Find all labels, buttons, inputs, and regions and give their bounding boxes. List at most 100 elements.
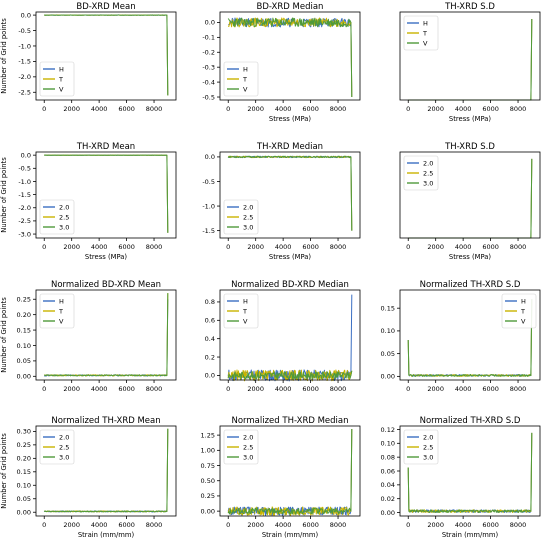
x-tick-label: 8000 <box>146 243 163 251</box>
legend-box <box>223 199 259 235</box>
y-tick-label: 0.12 <box>381 426 395 434</box>
y-tick-label: -1.0 <box>202 202 215 210</box>
subplot: Normalized BD-XRD Mean 0 2000 4000 6000 8000 0… <box>0 280 177 393</box>
legend-label: 2.0 <box>59 433 69 441</box>
y-tick-label: 0.25 <box>17 296 31 304</box>
legend-label: V <box>423 39 428 47</box>
x-tick-label: 0 <box>42 243 46 251</box>
legend-box <box>223 293 259 329</box>
x-tick-label: 8000 <box>510 105 527 113</box>
x-axis-label: Stress (MPa) <box>269 115 312 123</box>
subplot: TH-XRD Mean 0 2000 4000 6000 8000 0.0 -0.5 -1.0 -… <box>0 142 177 261</box>
legend: HTV <box>223 293 259 329</box>
legend-label: V <box>59 85 64 93</box>
legend-label: T <box>520 307 525 315</box>
x-tick-label: 0 <box>226 105 230 113</box>
y-tick-label: 0.20 <box>17 455 31 463</box>
series-line-3.0 <box>44 154 169 233</box>
legend-box <box>39 429 75 465</box>
legend-label: T <box>58 75 63 83</box>
x-tick-label: 8000 <box>330 243 347 251</box>
x-tick-label: 8000 <box>146 521 163 529</box>
x-tick-label: 2000 <box>63 105 80 113</box>
plot-frame <box>35 425 177 517</box>
y-tick-label: 0.06 <box>381 467 395 475</box>
legend-label: 3.0 <box>423 453 433 461</box>
y-tick-label: 1.25 <box>201 431 215 439</box>
x-tick-label: 0 <box>42 385 46 393</box>
plot-frame <box>219 151 361 239</box>
y-tick-label: 0.2 <box>205 353 215 361</box>
y-tick-label: 0.02 <box>381 495 395 503</box>
y-tick-label: 0.05 <box>17 357 31 365</box>
x-tick-label: 6000 <box>482 521 499 529</box>
chart-title: TH-XRD Mean <box>76 142 135 152</box>
y-tick-label: 0.15 <box>17 326 31 334</box>
series-line-V <box>44 293 169 377</box>
y-tick-label: 0.4 <box>205 335 215 343</box>
y-tick-label: 0.0 <box>205 153 215 161</box>
legend-label: H <box>521 297 526 305</box>
x-tick-label: 0 <box>42 105 46 113</box>
legend: 2.0 2.5 3.0 <box>39 429 75 465</box>
y-tick-label: 0.04 <box>381 481 395 489</box>
x-tick-label: 4000 <box>455 521 472 529</box>
legend-box <box>39 293 75 329</box>
legend: HTV <box>39 293 75 329</box>
y-tick-label: 0.10 <box>17 342 31 350</box>
legend-label: 2.0 <box>423 433 433 441</box>
legend-label: V <box>243 85 248 93</box>
plot-frame <box>399 11 541 101</box>
x-tick-label: 4000 <box>91 385 108 393</box>
y-tick-label: 0.20 <box>17 311 31 319</box>
legend-label: 2.5 <box>59 213 69 221</box>
legend: HTV <box>223 61 259 97</box>
subplot: Normalized BD-XRD Median 0 2000 4000 6000 800… <box>205 280 361 393</box>
plot-frame <box>35 289 177 381</box>
subplot: Normalized TH-XRD S.D 0 2000 4000 6000 8000 0.… <box>381 280 541 393</box>
x-axis-label: Stress (MPa) <box>449 253 492 261</box>
legend-label: 3.0 <box>59 223 69 231</box>
y-tick-label: 0.05 <box>381 350 395 358</box>
x-tick-label: 0 <box>406 105 410 113</box>
y-tick-label: -0.1 <box>202 34 215 42</box>
x-tick-label: 4000 <box>455 385 472 393</box>
x-tick-label: 8000 <box>146 385 163 393</box>
chart-title: BD-XRD Mean <box>76 2 135 12</box>
x-tick-label: 8000 <box>510 385 527 393</box>
x-tick-label: 4000 <box>91 521 108 529</box>
x-tick-label: 2000 <box>427 521 444 529</box>
legend-box <box>39 199 75 235</box>
y-tick-label: 0.00 <box>17 373 31 381</box>
chart-title: Normalized TH-XRD Mean <box>51 416 160 426</box>
x-tick-label: 8000 <box>510 521 527 529</box>
x-tick-label: 4000 <box>455 243 472 251</box>
x-tick-label: 8000 <box>146 105 163 113</box>
x-tick-label: 2000 <box>63 385 80 393</box>
legend-label: 2.5 <box>59 443 69 451</box>
legend-label: H <box>59 65 64 73</box>
x-axis-label: Stress (MPa) <box>449 115 492 123</box>
plot-frame <box>219 11 361 101</box>
subplot: BD-XRD Median 0 2000 4000 6000 8000 0.0 -0.1 -0.… <box>202 2 361 123</box>
y-tick-label: 0.0 <box>21 151 31 159</box>
subplot: TH-XRD S.D 0 2000 4000 6000 8000 Stress (MPa) 2… <box>399 142 541 261</box>
y-tick-label: 0.00 <box>381 509 395 517</box>
chart-title: Normalized BD-XRD Median <box>231 280 349 290</box>
legend-label: 2.0 <box>423 159 433 167</box>
series-line-T <box>227 17 353 98</box>
subplot: Normalized TH-XRD Mean 0 2000 4000 6000 8000 0… <box>0 416 177 539</box>
y-tick-label: 0.08 <box>381 453 395 461</box>
y-tick-label: 0.50 <box>201 477 215 485</box>
legend-box <box>403 15 439 51</box>
y-tick-label: -1.5 <box>18 191 31 199</box>
series-line-V <box>407 299 533 377</box>
x-axis-label: Stress (MPa) <box>85 253 128 261</box>
x-tick-label: 4000 <box>275 105 292 113</box>
x-tick-label: 0 <box>406 385 410 393</box>
legend-label: 2.0 <box>59 203 69 211</box>
y-tick-label: 0.8 <box>205 298 215 306</box>
series-line-V <box>227 370 353 380</box>
legend-label: 2.0 <box>243 203 253 211</box>
